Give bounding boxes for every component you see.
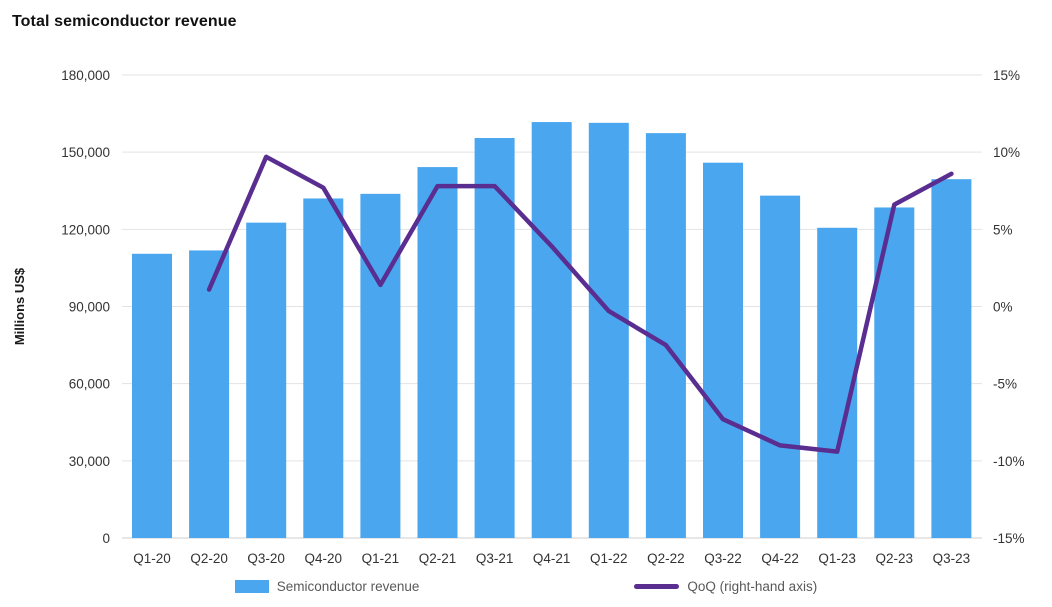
right-axis-tick-label: 5% — [993, 222, 1013, 237]
x-axis-tick-label: Q1-23 — [818, 551, 856, 566]
left-axis-tick-label: 150,000 — [61, 145, 110, 160]
x-axis-tick-label: Q1-20 — [133, 551, 171, 566]
qoq-line — [206, 154, 954, 454]
x-axis-tick-label: Q4-22 — [761, 551, 799, 566]
x-axis-tick-label: Q3-22 — [704, 551, 742, 566]
right-axis-tick-label: 10% — [993, 145, 1020, 160]
revenue-swatch-icon — [234, 580, 269, 593]
revenue-bar — [132, 253, 172, 538]
chart-legend: Semiconductor revenue QoQ (right-hand ax… — [0, 579, 1052, 594]
revenue-bar — [817, 227, 858, 539]
revenue-bar — [246, 222, 287, 538]
legend-label-qoq: QoQ (right-hand axis) — [687, 579, 818, 594]
revenue-bar — [588, 122, 629, 539]
x-axis-tick-label: Q3-20 — [247, 551, 285, 566]
right-axis-tick-label: -5% — [993, 377, 1017, 392]
right-axis-tick-label: -15% — [993, 531, 1025, 546]
x-axis-tick-label: Q3-21 — [476, 551, 514, 566]
legend-label-revenue: Semiconductor revenue — [276, 579, 420, 594]
x-axis-tick-label: Q3-23 — [933, 551, 971, 566]
right-axis-tick-label: 0% — [993, 300, 1013, 315]
left-axis-tick-label: 120,000 — [61, 222, 110, 237]
x-axis-tick-label: Q2-20 — [190, 551, 228, 566]
x-axis-tick-label: Q4-20 — [305, 551, 343, 566]
left-axis-tick-label: 0 — [102, 531, 110, 546]
revenue-bar — [417, 167, 458, 538]
revenue-bar — [189, 250, 230, 539]
legend-item-revenue: Semiconductor revenue — [234, 579, 420, 594]
x-axis-tick-label: Q2-21 — [419, 551, 457, 566]
x-axis-tick-label: Q1-22 — [590, 551, 628, 566]
revenue-bar — [474, 138, 515, 538]
left-axis-tick-label: 30,000 — [69, 454, 110, 469]
x-axis-tick-label: Q1-21 — [362, 551, 400, 566]
left-axis-tick-label: 60,000 — [69, 377, 110, 392]
x-axis-tick-label: Q2-22 — [647, 551, 685, 566]
revenue-bar — [931, 179, 972, 539]
x-axis-tick-label: Q4-21 — [533, 551, 571, 566]
revenue-bar — [703, 162, 743, 539]
right-axis-tick-label: -10% — [993, 454, 1025, 469]
revenue-bar — [760, 195, 801, 539]
left-axis-tick-label: 180,000 — [61, 68, 110, 83]
qoq-swatch-icon — [634, 584, 680, 589]
legend-item-qoq: QoQ (right-hand axis) — [634, 579, 817, 594]
left-axis-tick-label: 90,000 — [69, 300, 110, 315]
chart-title: Total semiconductor revenue — [12, 13, 237, 30]
revenue-bar — [531, 122, 572, 539]
revenue-bar — [360, 193, 401, 538]
x-axis-tick-label: Q2-23 — [876, 551, 914, 566]
right-axis-tick-label: 15% — [993, 68, 1020, 83]
revenue-bar — [303, 198, 344, 538]
